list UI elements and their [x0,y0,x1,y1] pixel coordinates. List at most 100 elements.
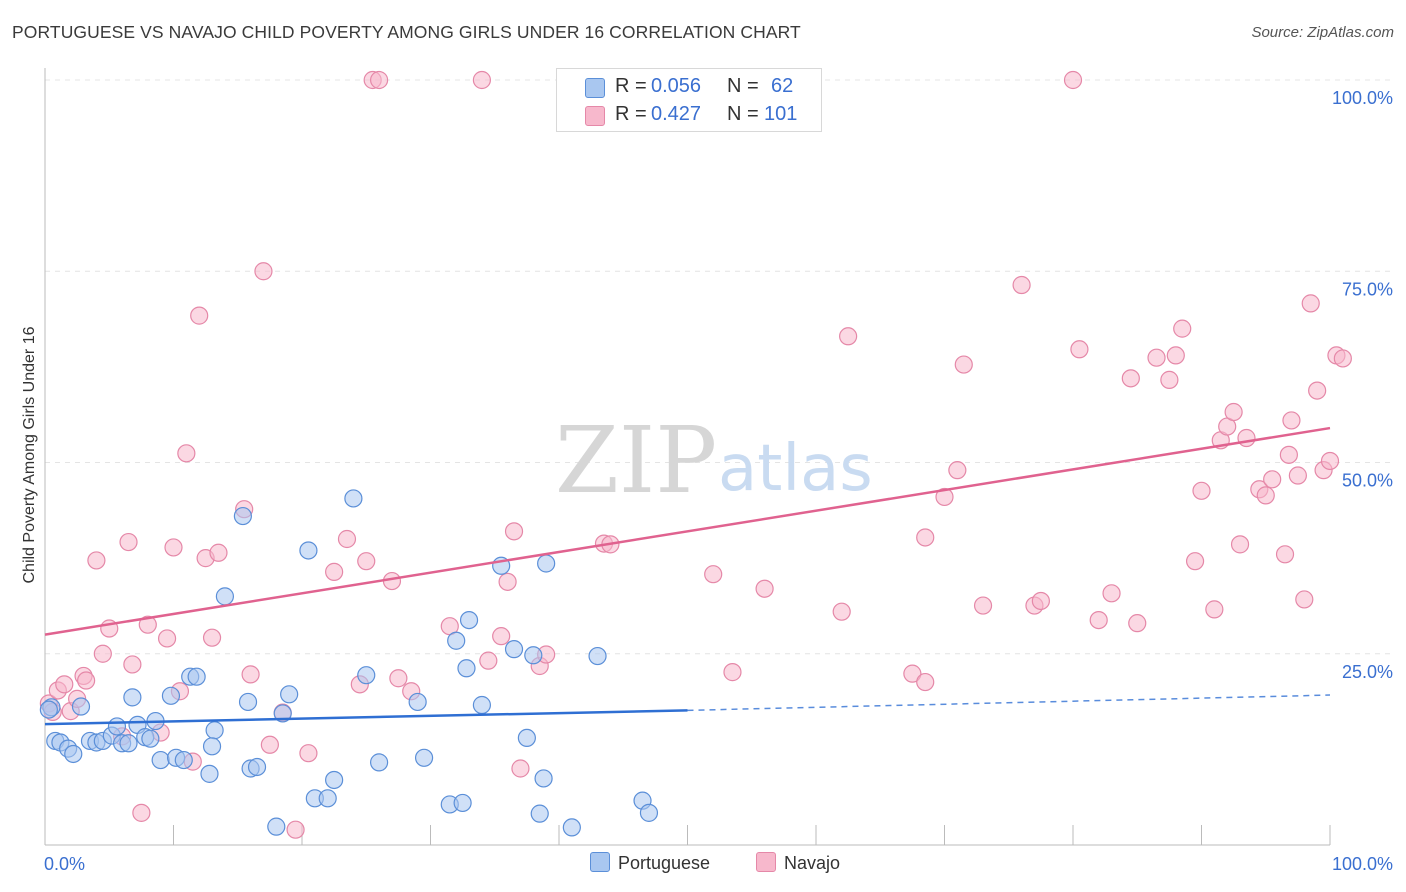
portuguese-point-19 [161,686,181,705]
navajo-point-30 [286,820,305,839]
watermark-atlas: atlas [718,432,873,506]
navajo-point-57 [839,327,858,346]
portuguese-point-54 [534,769,553,788]
navajo-point-83 [1224,402,1243,422]
y-tick-label-50: 50.0% [1342,471,1393,491]
navajo-point-2 [55,675,74,694]
portuguese-point-44 [447,631,466,650]
portuguese-point-12 [119,734,138,753]
portuguese-trend-extension [687,694,1331,712]
portuguese-point-28 [238,692,258,712]
r-label: R = [615,103,647,125]
navajo-point-14 [138,615,157,634]
navajo-point-35 [357,552,376,571]
bottom-legend-navajo: Navajo [756,852,840,874]
n-label: N = [727,75,759,97]
navajo-swatch [756,852,776,872]
navajo-point-62 [948,461,967,480]
portuguese-point-25 [205,721,224,740]
navajo-point-88 [1263,470,1282,489]
trend-lines [44,426,1331,726]
stats-legend: R = 0.056 N = 62 R = 0.427 N = 101 [556,68,822,132]
portuguese-point-16 [141,729,160,748]
navajo-point-54 [723,663,742,682]
navajo-label: Navajo [784,853,841,873]
navajo-point-90 [1279,445,1298,464]
portuguese-point-21 [174,750,193,770]
portuguese-point-24 [200,764,219,783]
navajo-point-93 [1301,294,1320,313]
navajo-point-67 [1031,591,1050,611]
navajo-point-65 [1012,275,1031,295]
portuguese-trend-line [44,709,688,726]
navajo-point-53 [704,565,723,584]
navajo-point-21 [190,306,209,325]
navajo-point-7 [87,551,106,570]
navajo-point-19 [177,444,196,463]
n-value: 62 [771,75,794,97]
navajo-point-87 [1256,486,1275,505]
navajo-point-24 [209,543,228,562]
portuguese-point-47 [459,610,479,630]
navajo-point-44 [492,627,511,646]
portuguese-label: Portuguese [618,853,711,873]
portuguese-point-26 [215,587,234,606]
navajo-point-76 [1166,346,1185,365]
navajo-point-98 [1333,349,1352,368]
portuguese-point-50 [504,640,524,659]
portuguese-point-27 [233,506,252,526]
portuguese-point-59 [639,803,659,822]
navajo-point-75 [1160,370,1179,389]
navajo-point-63 [954,355,973,374]
navajo-point-99 [1288,466,1307,485]
y-axis-label: Child Poverty Among Girls Under 16 [21,326,38,584]
navajo-point-68 [1063,70,1083,90]
portuguese-point-40 [370,753,389,772]
navajo-point-60 [916,528,935,547]
y-tick-label-25: 25.0% [1342,662,1393,682]
portuguese-point-41 [408,692,427,712]
legend-row-navajo: R = 0.427 N = 101 [557,101,821,129]
portuguese-point-4 [64,744,83,764]
navajo-point-89 [1275,545,1295,564]
y-tick-label-100: 100.0% [1332,88,1393,108]
n-label: N = [727,103,759,125]
navajo-point-8 [93,644,112,663]
portuguese-point-34 [299,541,318,560]
portuguese-point-31 [267,817,286,836]
navajo-point-85 [1237,428,1256,448]
source-label: Source: ZipAtlas.com [1251,24,1394,41]
portuguese-point-52 [524,646,543,665]
portuguese-swatch [585,78,605,98]
navajo-point-84 [1230,535,1250,554]
portuguese-point-38 [344,489,363,508]
navajo-point-69 [1070,340,1089,359]
tick-labels: 25.0% 50.0% 75.0% 100.0% 0.0% 100.0% [44,88,1393,874]
portuguese-point-56 [562,818,581,837]
navajo-point-77 [1173,319,1192,338]
portuguese-point-5 [71,697,91,716]
portuguese-point-10 [107,717,127,736]
portuguese-point-60 [39,700,58,719]
portuguese-point-53 [530,804,549,823]
navajo-trend-line [44,426,1331,636]
navajo-point-33 [337,529,357,549]
navajo-point-42 [472,70,491,90]
navajo-point-94 [1308,381,1327,400]
navajo-point-47 [511,759,530,778]
watermark: ZIP atlas [555,407,873,514]
x-tick-label-end: 100.0% [1332,854,1393,874]
navajo-point-26 [241,665,260,684]
portuguese-point-39 [357,666,376,685]
portuguese-point-51 [517,728,536,748]
portuguese-point-57 [588,646,607,666]
legend-row-portuguese: R = 0.056 N = 62 [557,73,821,101]
navajo-point-96 [1320,451,1340,471]
navajo-point-56 [832,602,851,621]
portuguese-point-45 [453,793,472,813]
portuguese-point-61 [202,737,222,756]
navajo-point-6 [77,671,96,690]
chart-title: PORTUGUESE VS NAVAJO CHILD POVERTY AMONG… [12,22,801,42]
portuguese-point-18 [151,750,170,770]
